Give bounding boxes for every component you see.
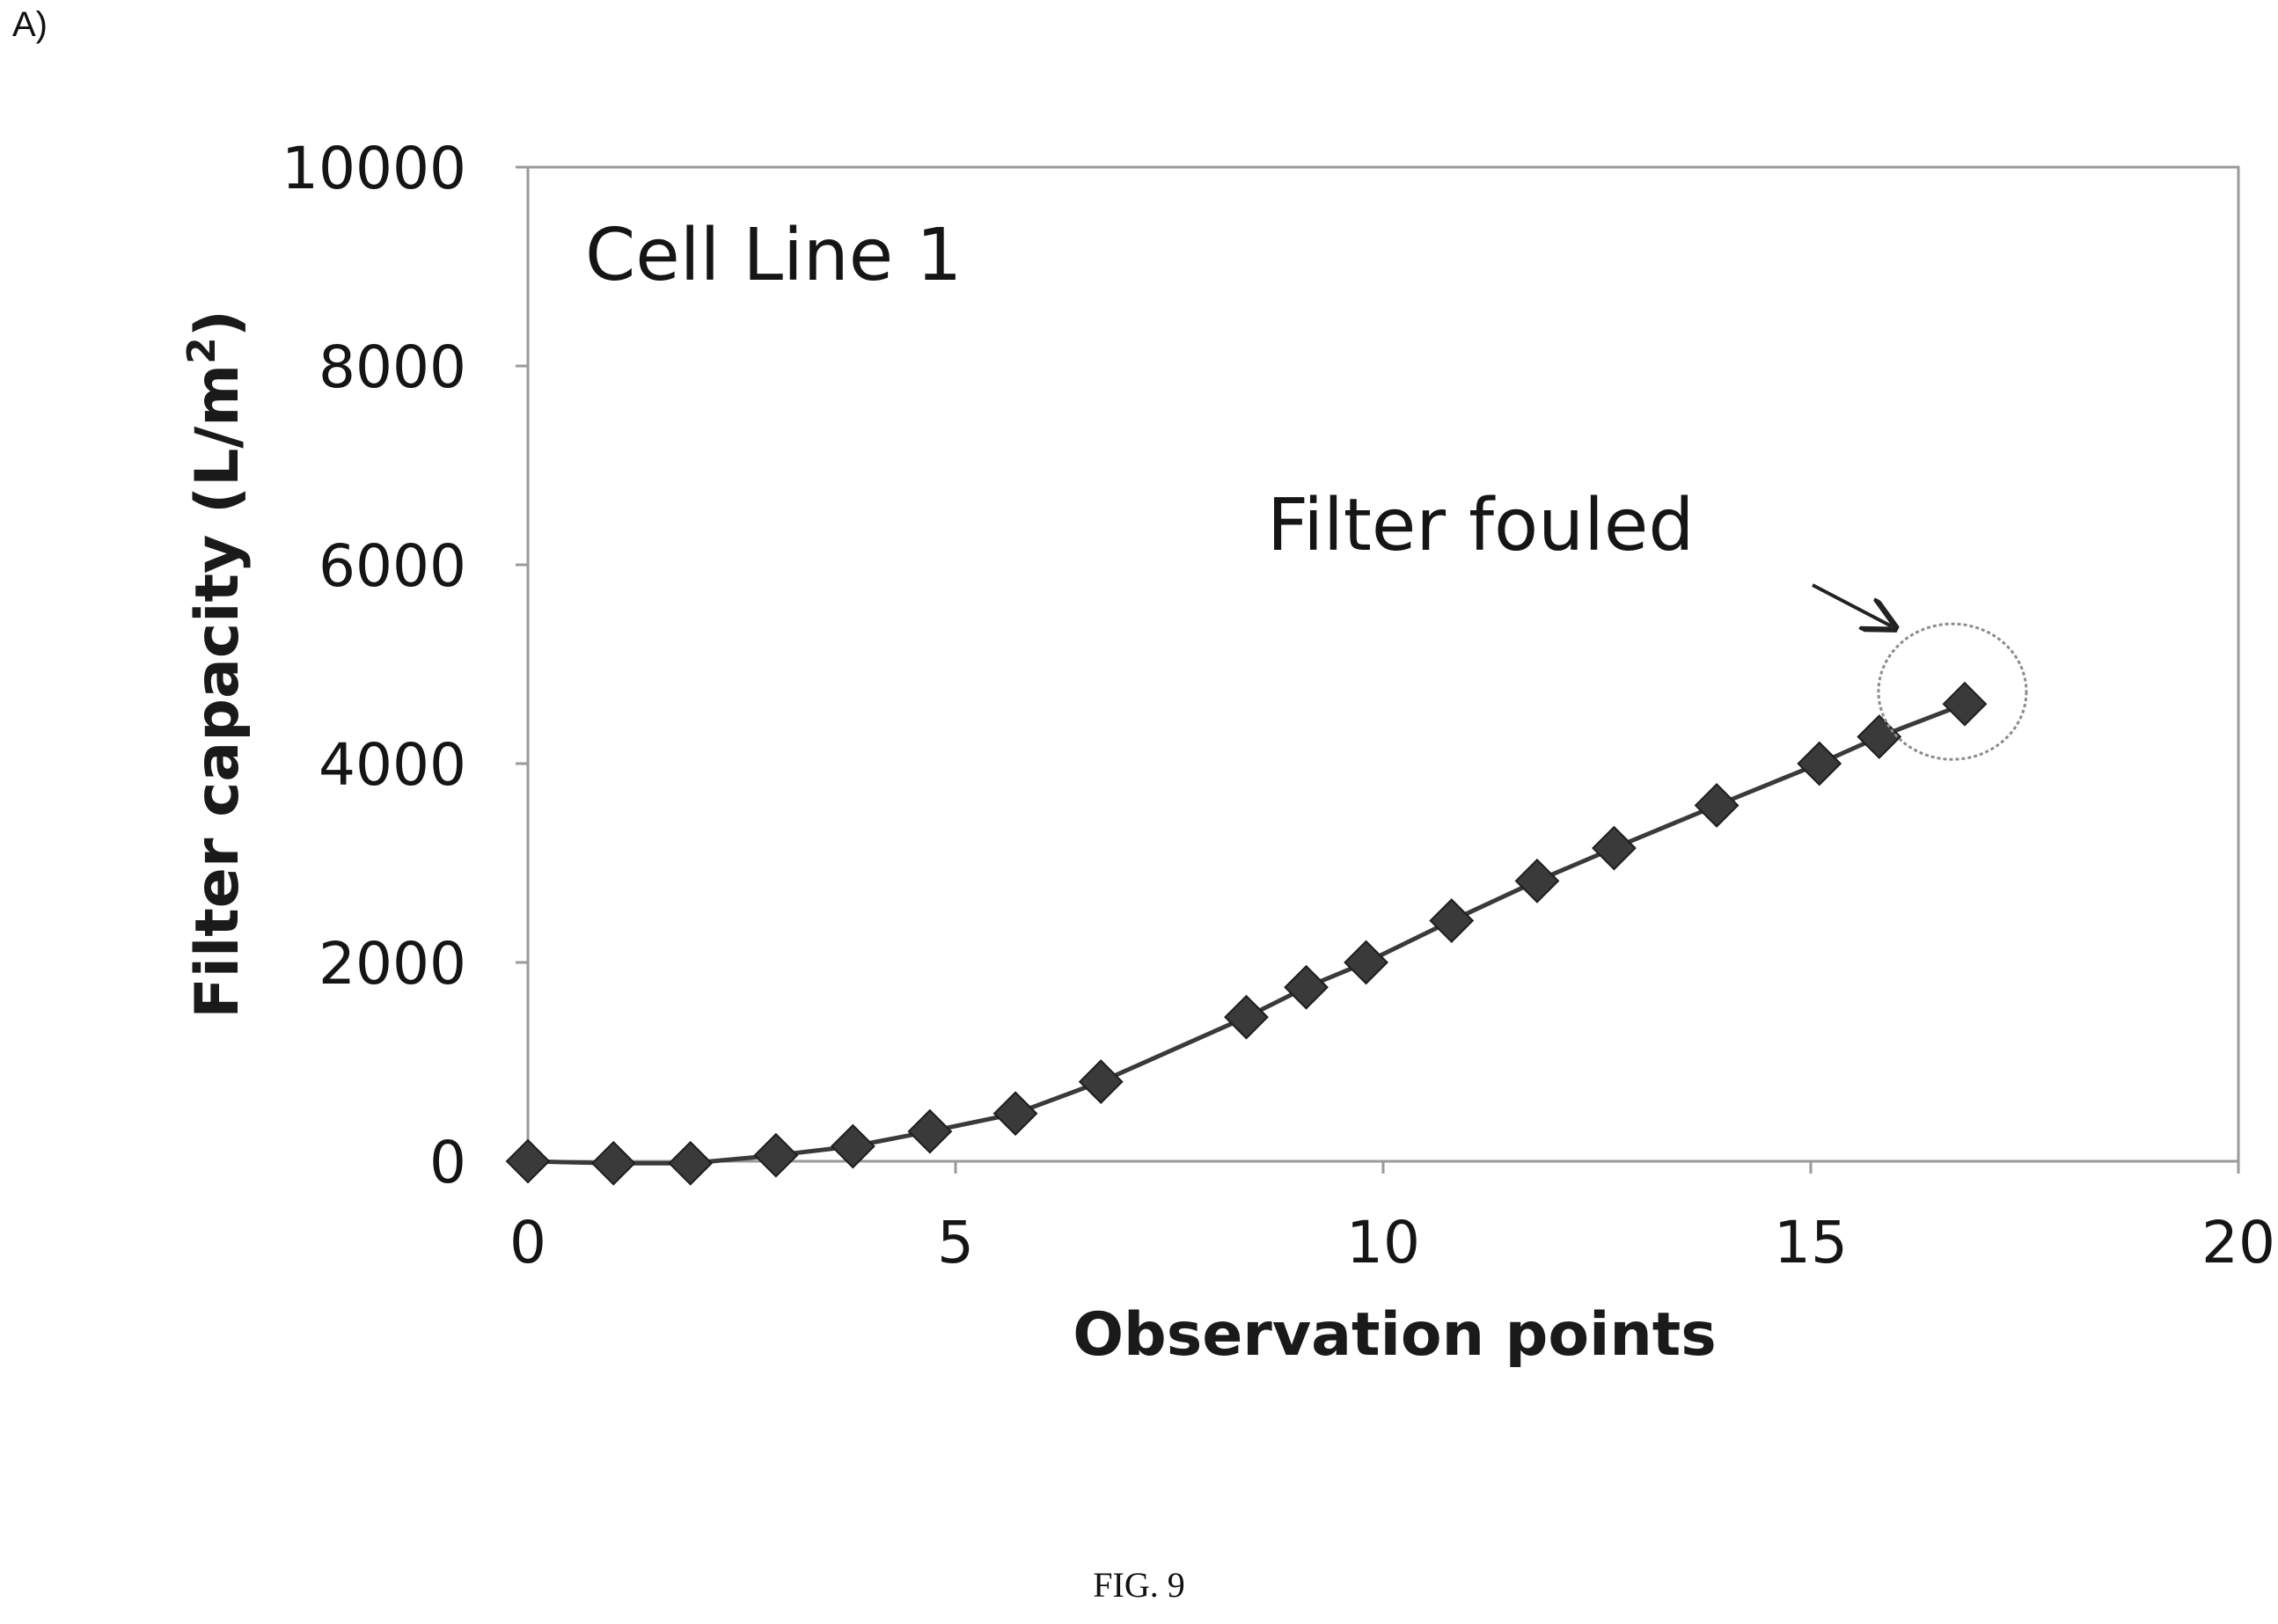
x-axis-title: Observation points <box>1073 1300 1717 1370</box>
data-point-marker <box>1694 783 1740 828</box>
series-markers <box>505 681 1988 1186</box>
series-line <box>527 701 1966 1166</box>
data-point-marker <box>753 1132 799 1178</box>
y-axis-title: Filter capacity (L/m2) <box>179 310 253 1019</box>
plot-area-frame <box>526 165 2240 1163</box>
data-point-marker <box>505 1138 551 1184</box>
data-point-marker <box>830 1123 875 1169</box>
data-point-marker <box>1942 681 1988 727</box>
data-point-marker <box>1797 741 1842 786</box>
data-point-marker <box>1284 964 1329 1010</box>
y-tick-label: 6000 <box>319 532 466 600</box>
annotation-arrow <box>1812 583 1892 626</box>
data-point-marker <box>1344 940 1388 985</box>
y-tick-label: 4000 <box>319 731 466 799</box>
y-tick-label: 2000 <box>319 930 466 998</box>
y-tick-label: 0 <box>429 1129 466 1196</box>
data-point-marker <box>1514 858 1560 903</box>
data-point-marker <box>993 1091 1038 1137</box>
x-tick-label: 10 <box>1346 1209 1420 1277</box>
data-point-marker <box>1429 898 1475 943</box>
x-tick-label: 15 <box>1774 1209 1848 1277</box>
data-point-marker <box>668 1140 714 1186</box>
data-point-marker <box>1592 825 1637 871</box>
y-tick-label: 10000 <box>282 135 466 202</box>
y-axis-title-superscript: 2 <box>179 337 224 364</box>
data-point-marker <box>1224 994 1269 1040</box>
data-point-marker <box>1078 1059 1124 1105</box>
fouled-highlight-circle <box>1877 622 2028 761</box>
data-point-marker <box>1857 714 1902 759</box>
chart-inset-label: Cell Line 1 <box>585 214 962 297</box>
x-tick-label: 0 <box>509 1209 546 1277</box>
annotation-filter-fouled: Filter fouled <box>1267 484 1694 567</box>
x-tick-label: 20 <box>2201 1209 2275 1277</box>
data-point-marker <box>590 1140 636 1186</box>
x-tick-label: 5 <box>937 1209 974 1277</box>
axis-ticks: 0 5 10 15 20 0 2000 4000 6000 8000 10000 <box>282 135 2275 1277</box>
figure-caption: FIG. 9 <box>1093 1565 1185 1605</box>
panel-label: A) <box>12 5 48 44</box>
y-tick-label: 8000 <box>319 333 466 401</box>
data-point-marker <box>907 1108 953 1154</box>
